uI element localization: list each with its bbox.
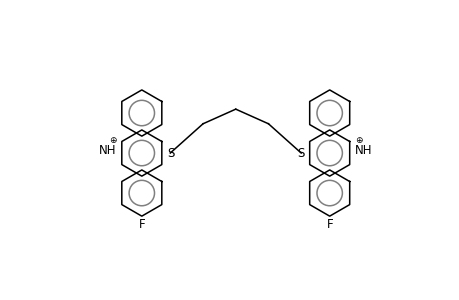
Text: S: S — [296, 146, 303, 160]
Text: F: F — [138, 218, 145, 231]
Text: ⊕: ⊕ — [109, 136, 116, 145]
Text: NH: NH — [354, 144, 372, 157]
Text: S: S — [167, 146, 174, 160]
Text: ⊕: ⊕ — [354, 136, 362, 145]
Text: F: F — [326, 218, 332, 231]
Text: NH: NH — [99, 144, 116, 157]
